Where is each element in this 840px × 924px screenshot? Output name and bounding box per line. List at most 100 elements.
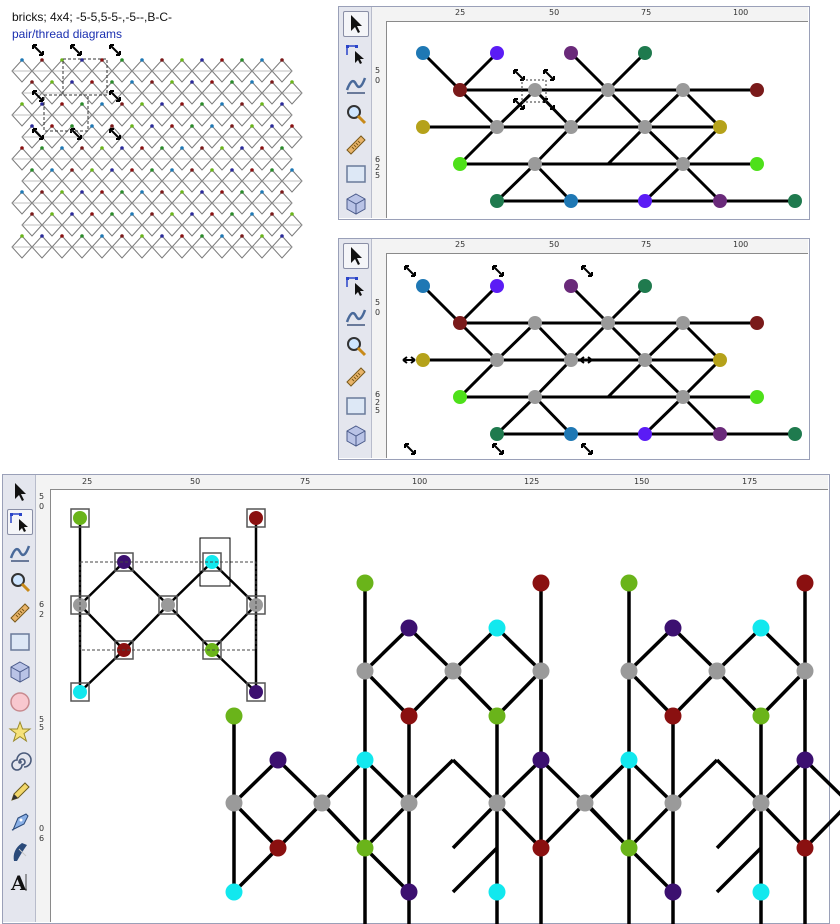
zoom-tool-button[interactable] xyxy=(7,569,33,595)
pair-dot xyxy=(664,619,682,637)
pattern-link xyxy=(251,59,273,83)
ruler-label: 5 xyxy=(39,492,45,501)
pattern-dot xyxy=(60,190,64,194)
pair-dot xyxy=(620,751,638,769)
selector-tool-button[interactable] xyxy=(7,479,33,505)
pattern-link xyxy=(271,103,293,127)
node-icon xyxy=(346,277,364,296)
pattern-dot xyxy=(180,58,184,62)
3d-box-tool-button[interactable] xyxy=(7,659,33,685)
pair-dot xyxy=(490,194,504,208)
3d-box-tool-button[interactable] xyxy=(343,423,369,449)
pattern-dot xyxy=(90,124,94,128)
pattern-dot xyxy=(190,80,194,84)
pair-dot xyxy=(416,46,430,60)
pattern-link xyxy=(241,125,263,149)
node-tool-button[interactable] xyxy=(343,273,369,299)
pattern-link xyxy=(111,235,133,259)
thread-line xyxy=(320,758,367,805)
pattern-dot xyxy=(250,212,254,216)
selector-tool-button[interactable] xyxy=(343,11,369,37)
pattern-dot xyxy=(130,212,134,216)
ellipse-tool-button[interactable] xyxy=(7,689,33,715)
3d-box-tool-button[interactable] xyxy=(343,191,369,217)
pair-dot xyxy=(676,157,690,171)
pattern-link xyxy=(231,147,253,171)
ruler-label: 0 xyxy=(39,824,45,833)
rectangle-tool-button[interactable] xyxy=(343,393,369,419)
rectangle-tool-button[interactable] xyxy=(343,161,369,187)
pair-thread-diagrams-link[interactable]: pair/thread diagrams xyxy=(12,27,123,41)
ruler-label: 25 xyxy=(455,240,466,249)
zoom-tool-button[interactable] xyxy=(343,101,369,127)
horizontal-ruler-middle xyxy=(372,239,808,254)
pen-tool-button[interactable] xyxy=(7,809,33,835)
thread-line xyxy=(495,669,543,718)
pattern-link xyxy=(41,81,63,105)
pattern-link xyxy=(121,169,143,193)
pattern-dot xyxy=(230,124,234,128)
spiral-tool-button[interactable] xyxy=(7,749,33,775)
pattern-dot xyxy=(210,80,214,84)
pencil-tool-button[interactable] xyxy=(7,779,33,805)
zoom-tool-button[interactable] xyxy=(343,333,369,359)
pattern-link xyxy=(91,191,113,215)
measure-tool-button[interactable] xyxy=(7,599,33,625)
pattern-dot xyxy=(160,58,164,62)
thread-line xyxy=(759,758,807,805)
thread-line xyxy=(715,801,763,850)
thread-line xyxy=(458,51,499,92)
pattern-link xyxy=(191,147,213,171)
measure-tool-button[interactable] xyxy=(343,131,369,157)
text-icon: A xyxy=(10,871,27,895)
star-icon xyxy=(8,720,32,743)
pattern-link xyxy=(141,81,163,105)
pattern-link xyxy=(51,147,73,171)
pair-dot xyxy=(416,120,430,134)
rectangle-icon xyxy=(10,633,30,651)
pair-dot xyxy=(249,685,263,699)
node-handle xyxy=(158,595,178,615)
pair-dot xyxy=(750,390,764,404)
text-tool-button[interactable]: A xyxy=(7,869,33,895)
pair-dot xyxy=(356,574,374,592)
node-tool-button[interactable] xyxy=(343,41,369,67)
thread-line xyxy=(276,758,324,805)
pattern-dot xyxy=(240,234,244,238)
pattern-link xyxy=(11,235,33,259)
editor-panel-middle xyxy=(338,238,810,460)
resize-handle xyxy=(404,443,416,455)
pattern-link xyxy=(81,169,103,193)
pattern-dot xyxy=(220,146,224,150)
star-tool-button[interactable] xyxy=(7,719,33,745)
measure-tool-button[interactable] xyxy=(343,363,369,389)
pair-dot xyxy=(490,427,504,441)
tweak-tool-button[interactable] xyxy=(343,303,369,329)
node-icon xyxy=(346,45,364,64)
pattern-dot xyxy=(220,234,224,238)
ruler-label: 150 xyxy=(634,477,650,486)
thread-line xyxy=(533,358,573,399)
calligraphy-tool-button[interactable] xyxy=(7,839,33,865)
ruler-label: 125 xyxy=(524,477,540,486)
selector-tool-button[interactable] xyxy=(343,243,369,269)
thread-line xyxy=(232,801,280,850)
pattern-dot xyxy=(120,58,124,62)
thread-line xyxy=(715,846,763,894)
thread-line xyxy=(606,51,647,92)
resize-handle xyxy=(513,69,525,81)
pattern-dot xyxy=(280,146,284,150)
pattern-link xyxy=(151,191,173,215)
pattern-link xyxy=(81,125,103,149)
pattern-dot xyxy=(130,124,134,128)
tweak-tool-button[interactable] xyxy=(7,539,33,565)
pattern-dot xyxy=(210,212,214,216)
node-tool-button[interactable] xyxy=(7,509,33,535)
thread-line xyxy=(79,561,125,606)
thread-line xyxy=(123,561,169,606)
tweak-tool-button[interactable] xyxy=(343,71,369,97)
rectangle-tool-button[interactable] xyxy=(7,629,33,655)
pair-dot xyxy=(664,794,682,812)
